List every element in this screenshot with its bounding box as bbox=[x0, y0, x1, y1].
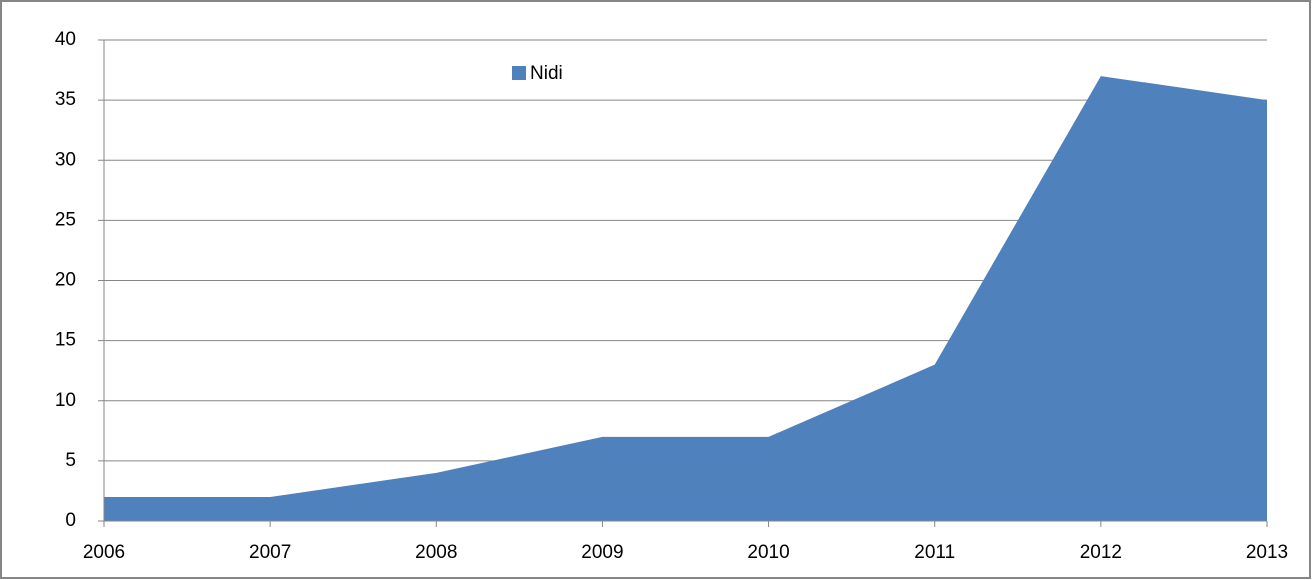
y-tick-label: 5 bbox=[65, 450, 76, 471]
x-tick-label: 2009 bbox=[581, 542, 623, 563]
y-tick-label: 20 bbox=[55, 270, 76, 291]
x-tick-label: 2008 bbox=[415, 542, 457, 563]
y-tick-label: 25 bbox=[55, 209, 76, 230]
legend-swatch bbox=[512, 66, 526, 80]
x-tick-label: 2012 bbox=[1080, 542, 1122, 563]
x-tick-label: 2006 bbox=[83, 542, 125, 563]
area bbox=[104, 76, 1267, 521]
x-tick-label: 2007 bbox=[249, 542, 291, 563]
y-tick-label: 10 bbox=[55, 390, 76, 411]
y-tick-label: 40 bbox=[55, 29, 76, 50]
y-tick-label: 35 bbox=[55, 89, 76, 110]
x-tick-label: 2011 bbox=[914, 542, 955, 563]
y-tick-label: 15 bbox=[55, 330, 76, 351]
y-tick-label: 30 bbox=[55, 149, 76, 170]
legend-label: Nidi bbox=[530, 63, 563, 84]
y-tick-label: 0 bbox=[65, 510, 76, 531]
x-tick-label: 2013 bbox=[1246, 542, 1288, 563]
x-tick-label: 2010 bbox=[747, 542, 789, 563]
